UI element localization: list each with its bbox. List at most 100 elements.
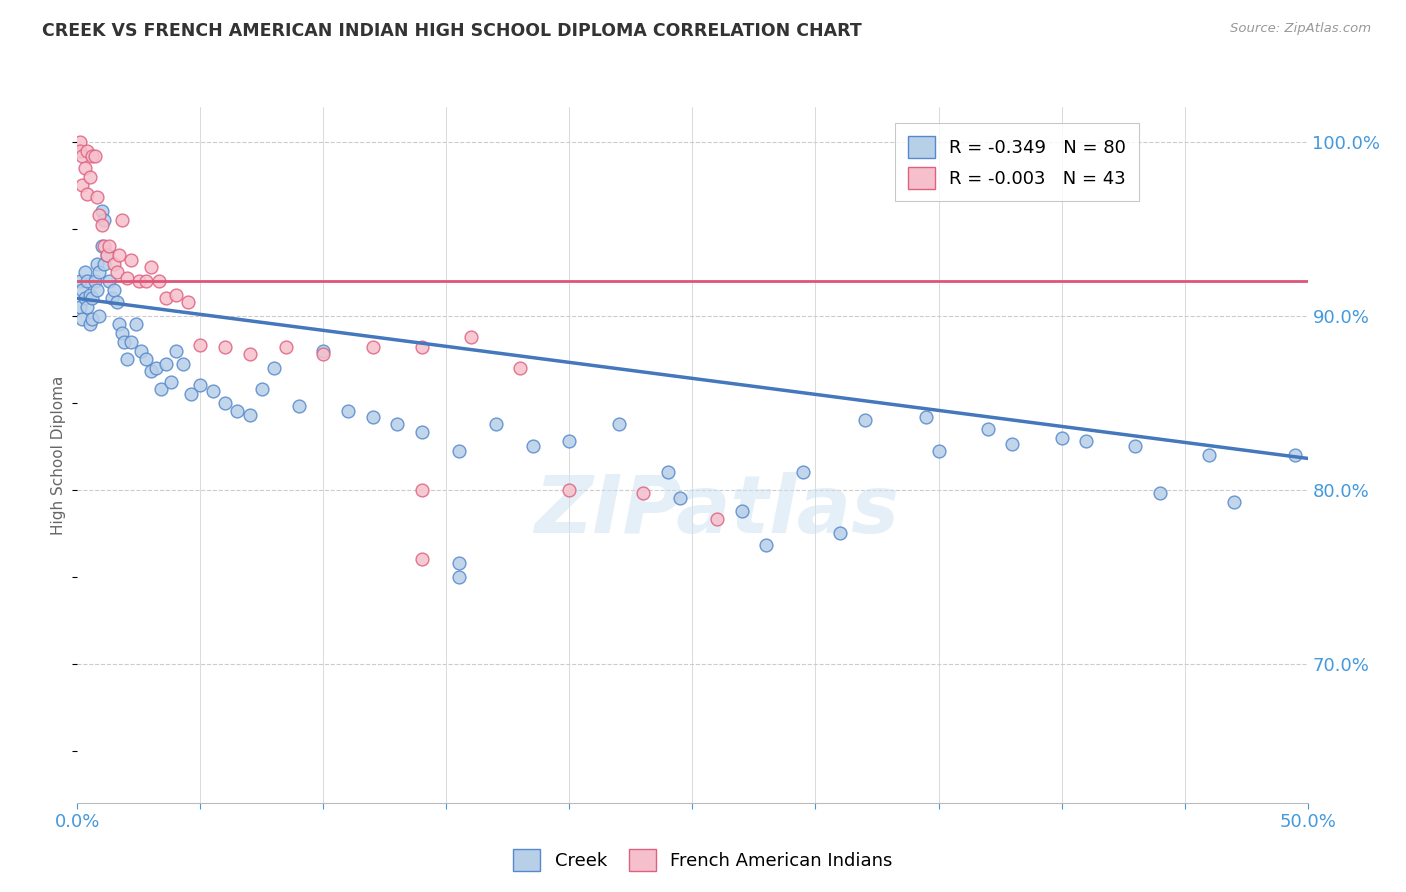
Point (93, 256, 115, 270)
Point (792, 465, 814, 479)
Point (669, 491, 692, 506)
Point (82, 312, 104, 326)
Point (522, 439, 544, 453)
Point (135, 274, 157, 288)
Point (98, 274, 121, 288)
Point (214, 340, 236, 354)
Point (915, 409, 938, 424)
Point (706, 512, 728, 526)
Point (86, 283, 108, 297)
Point (79, 288, 101, 302)
Point (90, 239, 114, 253)
Point (276, 340, 298, 354)
Point (76, 274, 98, 288)
Point (150, 382, 173, 396)
Point (337, 404, 360, 418)
Text: CREEK VS FRENCH AMERICAN INDIAN HIGH SCHOOL DIPLOMA CORRELATION CHART: CREEK VS FRENCH AMERICAN INDIAN HIGH SCH… (42, 22, 862, 40)
Point (105, 294, 128, 309)
Point (103, 283, 125, 297)
Point (111, 326, 132, 341)
Point (125, 318, 148, 332)
Point (105, 265, 128, 279)
Point (226, 404, 249, 418)
Point (1050, 431, 1073, 445)
Point (76, 144, 98, 158)
Point (977, 422, 1000, 436)
Point (312, 343, 335, 358)
Point (83, 274, 105, 288)
Point (83, 149, 105, 163)
Point (76, 300, 98, 314)
Point (411, 483, 433, 497)
Point (82, 291, 104, 305)
Point (830, 526, 852, 541)
Point (387, 417, 409, 431)
Point (853, 413, 876, 427)
Point (172, 358, 194, 372)
Point (89, 309, 111, 323)
Point (460, 329, 482, 343)
Point (79, 318, 101, 332)
Point (633, 486, 655, 500)
Point (201, 384, 224, 398)
Point (69, 274, 91, 288)
Point (447, 569, 470, 583)
Point (108, 248, 131, 262)
Legend: Creek, French American Indians: Creek, French American Indians (506, 842, 900, 879)
Point (90, 204, 114, 219)
Point (148, 274, 170, 288)
Point (160, 375, 183, 389)
Point (73, 291, 96, 305)
Point (93, 213, 115, 227)
Text: ZIPatlas: ZIPatlas (534, 472, 900, 549)
Point (250, 382, 273, 396)
Point (361, 409, 384, 424)
Point (131, 343, 153, 358)
Point (214, 396, 236, 410)
Point (190, 338, 212, 352)
Point (96, 248, 118, 262)
Point (1125, 439, 1147, 453)
Point (90, 219, 114, 233)
Point (180, 387, 202, 401)
Point (70, 178, 93, 193)
Point (165, 288, 187, 302)
Point (115, 352, 138, 367)
Point (98, 239, 121, 253)
Point (93, 239, 115, 253)
Point (485, 417, 508, 431)
Point (361, 340, 384, 354)
Point (89, 208, 111, 222)
Point (558, 434, 581, 448)
Point (89, 265, 111, 279)
Point (263, 361, 285, 376)
Point (145, 361, 167, 376)
Point (121, 253, 143, 268)
Point (101, 291, 124, 305)
Point (1284, 448, 1306, 462)
Point (96, 248, 118, 262)
Point (447, 444, 470, 458)
Point (82, 149, 104, 163)
Point (86, 256, 108, 270)
Point (755, 538, 778, 552)
Point (79, 169, 101, 184)
Point (112, 334, 135, 349)
Text: Source: ZipAtlas.com: Source: ZipAtlas.com (1230, 22, 1371, 36)
Point (86, 190, 108, 204)
Point (928, 444, 950, 458)
Point (607, 417, 630, 431)
Y-axis label: High School Diploma: High School Diploma (51, 376, 66, 534)
Point (657, 465, 679, 479)
Point (177, 294, 200, 309)
Point (69, 144, 91, 158)
Point (312, 347, 335, 361)
Point (155, 358, 177, 372)
Point (73, 265, 96, 279)
Point (155, 291, 177, 305)
Point (411, 425, 433, 440)
Point (70, 149, 93, 163)
Point (69, 300, 91, 314)
Point (111, 213, 132, 227)
Point (121, 334, 143, 349)
